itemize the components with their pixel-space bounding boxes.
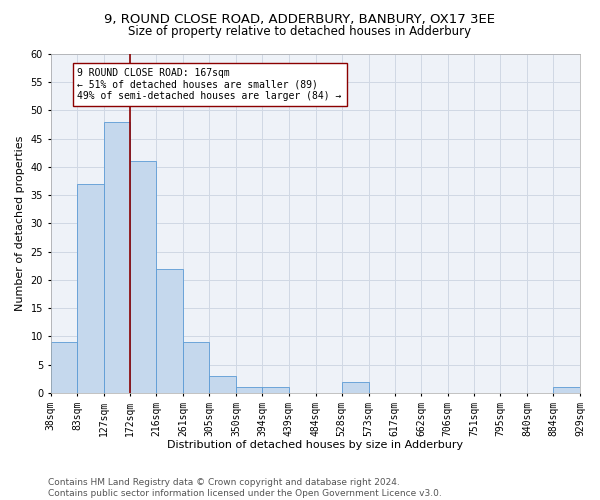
Text: Size of property relative to detached houses in Adderbury: Size of property relative to detached ho… xyxy=(128,25,472,38)
Bar xyxy=(183,342,209,393)
Bar xyxy=(50,342,77,393)
Bar xyxy=(209,376,236,393)
Text: 9 ROUND CLOSE ROAD: 167sqm
← 51% of detached houses are smaller (89)
49% of semi: 9 ROUND CLOSE ROAD: 167sqm ← 51% of deta… xyxy=(77,68,342,102)
Bar xyxy=(157,268,183,393)
Text: Contains HM Land Registry data © Crown copyright and database right 2024.
Contai: Contains HM Land Registry data © Crown c… xyxy=(48,478,442,498)
Bar xyxy=(262,388,289,393)
Y-axis label: Number of detached properties: Number of detached properties xyxy=(15,136,25,311)
Bar xyxy=(342,382,368,393)
Bar xyxy=(104,122,130,393)
Bar xyxy=(77,184,104,393)
Bar xyxy=(236,388,262,393)
X-axis label: Distribution of detached houses by size in Adderbury: Distribution of detached houses by size … xyxy=(167,440,463,450)
Bar xyxy=(130,162,157,393)
Bar xyxy=(553,388,580,393)
Text: 9, ROUND CLOSE ROAD, ADDERBURY, BANBURY, OX17 3EE: 9, ROUND CLOSE ROAD, ADDERBURY, BANBURY,… xyxy=(104,12,496,26)
